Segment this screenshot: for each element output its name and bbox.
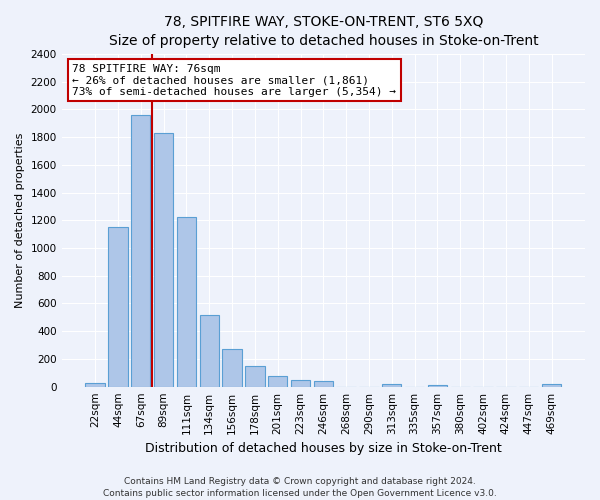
- Text: Contains HM Land Registry data © Crown copyright and database right 2024.
Contai: Contains HM Land Registry data © Crown c…: [103, 476, 497, 498]
- Y-axis label: Number of detached properties: Number of detached properties: [15, 132, 25, 308]
- Bar: [200, 314, 219, 386]
- Bar: [428, 385, 447, 386]
- Title: 78, SPITFIRE WAY, STOKE-ON-TRENT, ST6 5XQ
Size of property relative to detached : 78, SPITFIRE WAY, STOKE-ON-TRENT, ST6 5X…: [109, 15, 538, 48]
- Bar: [291, 380, 310, 386]
- Bar: [245, 366, 265, 386]
- Bar: [154, 133, 173, 386]
- Bar: [542, 384, 561, 386]
- Bar: [223, 349, 242, 387]
- Bar: [314, 380, 333, 386]
- Text: 78 SPITFIRE WAY: 76sqm
← 26% of detached houses are smaller (1,861)
73% of semi-: 78 SPITFIRE WAY: 76sqm ← 26% of detached…: [72, 64, 396, 97]
- Bar: [108, 227, 128, 386]
- Bar: [177, 218, 196, 386]
- Bar: [268, 376, 287, 386]
- X-axis label: Distribution of detached houses by size in Stoke-on-Trent: Distribution of detached houses by size …: [145, 442, 502, 455]
- Bar: [382, 384, 401, 386]
- Bar: [131, 115, 151, 386]
- Bar: [85, 383, 105, 386]
